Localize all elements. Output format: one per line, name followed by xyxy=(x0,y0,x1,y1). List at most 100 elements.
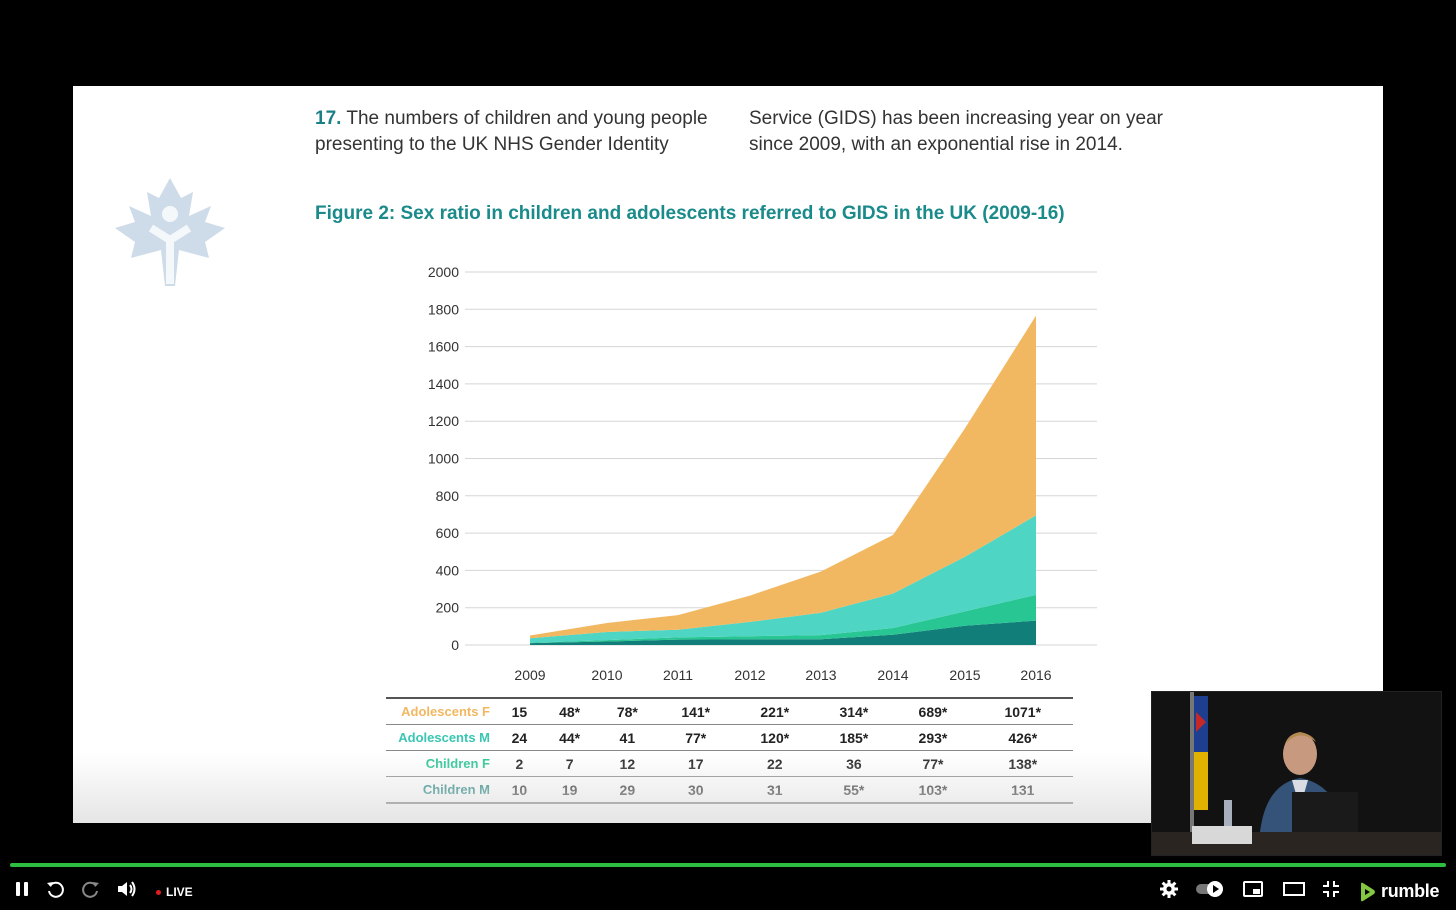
table-cell: 31 xyxy=(767,781,783,798)
pause-icon xyxy=(16,882,28,896)
table-cell: 141* xyxy=(681,703,711,720)
picture-in-picture-icon xyxy=(1243,881,1263,897)
x-tick-label: 2013 xyxy=(805,667,836,683)
x-tick-label: 2012 xyxy=(734,667,765,683)
table-row: Adolescents M 24 44* 41 77* 120* 185* 293* 426* xyxy=(386,725,1073,751)
rumble-logo-icon xyxy=(1361,882,1375,901)
x-tick-label: 2010 xyxy=(591,667,622,683)
volume-icon xyxy=(118,881,136,897)
theater-mode-button[interactable] xyxy=(1282,879,1306,899)
table-cell: 2 xyxy=(515,755,524,772)
table-cell: 689* xyxy=(918,703,948,720)
y-tick-label: 1000 xyxy=(428,451,459,467)
table-cell: 36 xyxy=(846,755,862,772)
live-label: LIVE xyxy=(166,885,193,899)
replay-icon xyxy=(47,881,64,898)
table-cell: 314* xyxy=(839,703,869,720)
table-row: Adolescents F 15 48* 78* 141* 221* 314* 689* 107… xyxy=(386,698,1073,725)
area-series-adolescents-f xyxy=(530,315,1036,639)
table-row-label: Adolescents M xyxy=(398,730,490,745)
volume-button[interactable] xyxy=(116,879,138,899)
forward-icon xyxy=(82,881,99,898)
x-tick-label: 2011 xyxy=(663,667,693,683)
table-cell: 78* xyxy=(616,703,638,720)
autoplay-toggle-icon xyxy=(1196,881,1223,897)
paragraph-right: Service (GIDS) has been increasing year … xyxy=(749,108,1163,155)
table-cell: 17 xyxy=(687,755,704,772)
table-cell: 44* xyxy=(559,729,581,746)
data-table: Adolescents F 15 48* 78* 141* 221* 314* 689* 107… xyxy=(386,697,1073,804)
table-cell: 30 xyxy=(687,781,704,798)
maple-leaf-watermark-icon xyxy=(115,178,225,286)
progress-bar[interactable] xyxy=(10,863,1446,867)
table-row: Children M 10 19 29 30 31 55* 103* 131 xyxy=(386,777,1073,803)
x-tick-label: 2014 xyxy=(877,667,908,683)
presenter-video-icon xyxy=(1152,692,1441,855)
table-cell: 24 xyxy=(511,729,528,746)
pause-button[interactable] xyxy=(12,879,32,899)
table-cell: 77* xyxy=(685,729,707,746)
y-tick-label: 800 xyxy=(436,488,460,504)
table-cell: 221* xyxy=(760,703,790,720)
settings-icon xyxy=(1160,880,1178,898)
table-row-label: Adolescents F xyxy=(401,704,490,719)
stacked-area-chart: 2000180016001400120010008006004002000200… xyxy=(428,264,1097,683)
area-series-adolescents-m xyxy=(530,515,1036,643)
webcam-inset xyxy=(1151,691,1442,856)
theater-mode-icon xyxy=(1283,882,1305,896)
table-cell: 10 xyxy=(511,781,528,798)
table-cell: 293* xyxy=(918,729,948,746)
y-tick-label: 1200 xyxy=(428,413,459,429)
settings-button[interactable] xyxy=(1159,879,1179,899)
x-tick-label: 2009 xyxy=(514,667,545,683)
fullscreen-exit-button[interactable] xyxy=(1321,879,1341,899)
area-series-children-m xyxy=(530,620,1036,645)
video-stage[interactable]: 17. The numbers of children and young pe… xyxy=(0,0,1456,862)
area-series-children-f xyxy=(530,594,1036,644)
y-tick-label: 0 xyxy=(451,637,459,653)
autoplay-toggle[interactable] xyxy=(1195,879,1225,899)
live-indicator: LIVE xyxy=(156,885,193,899)
x-tick-label: 2015 xyxy=(949,667,980,683)
rumble-logo-text: rumble xyxy=(1381,881,1440,901)
table-cell: 103* xyxy=(918,781,948,798)
table-cell: 426* xyxy=(1008,729,1038,746)
table-cell: 15 xyxy=(511,703,528,720)
table-cell: 77* xyxy=(922,755,944,772)
table-cell: 7 xyxy=(565,755,574,772)
table-cell: 19 xyxy=(561,781,578,798)
table-row-label: Children F xyxy=(425,756,490,771)
table-cell: 55* xyxy=(843,781,865,798)
table-cell: 41 xyxy=(619,729,636,746)
y-tick-label: 1800 xyxy=(428,301,459,317)
table-cell: 138* xyxy=(1008,755,1038,772)
fullscreen-exit-icon xyxy=(1323,881,1339,897)
y-tick-label: 600 xyxy=(436,525,460,541)
picture-in-picture-button[interactable] xyxy=(1242,879,1264,899)
x-tick-label: 2016 xyxy=(1020,667,1051,683)
table-cell: 48* xyxy=(559,703,581,720)
table-row-label: Children M xyxy=(422,782,490,797)
paragraph-left: 17. The numbers of children and young pe… xyxy=(315,106,735,158)
y-tick-label: 2000 xyxy=(428,264,459,280)
y-tick-label: 1400 xyxy=(428,376,459,392)
y-tick-label: 1600 xyxy=(428,339,459,355)
paragraph-left-text: The numbers of children and young people… xyxy=(315,108,708,155)
table-cell: 12 xyxy=(619,755,636,772)
table-cell: 29 xyxy=(619,781,636,798)
table-cell: 131 xyxy=(1011,781,1035,798)
live-dot-icon xyxy=(156,889,161,895)
table-cell: 120* xyxy=(760,729,790,746)
table-cell: 22 xyxy=(767,755,783,772)
paragraph-number: 17. xyxy=(315,108,342,129)
player-controls: LIVE xyxy=(0,868,1456,910)
forward-button[interactable] xyxy=(81,879,101,899)
replay-button[interactable] xyxy=(45,879,65,899)
table-cell: 1071* xyxy=(1004,703,1042,720)
table-cell: 185* xyxy=(839,729,869,746)
y-tick-label: 400 xyxy=(436,562,460,578)
figure-title: Figure 2: Sex ratio in children and adol… xyxy=(315,203,1065,224)
y-tick-label: 200 xyxy=(436,600,460,616)
table-row: Children F 2 7 12 17 22 36 77* 138* xyxy=(386,751,1073,777)
rumble-brand-link[interactable]: rumble xyxy=(1357,881,1440,902)
